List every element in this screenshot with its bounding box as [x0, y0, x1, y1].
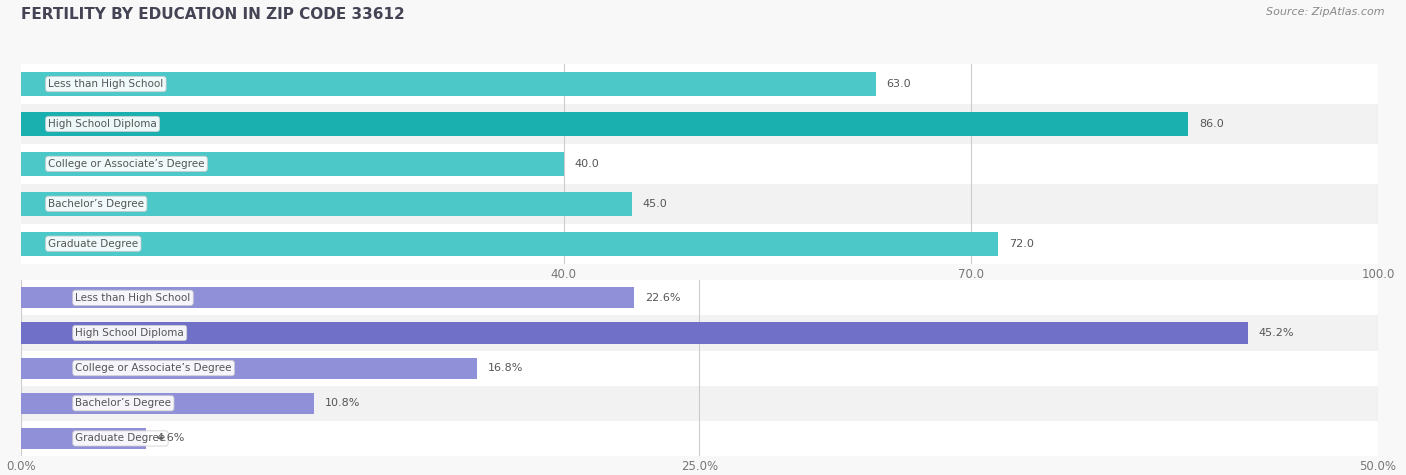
Bar — [21, 184, 1378, 224]
Text: Graduate Degree: Graduate Degree — [76, 433, 166, 444]
Text: College or Associate’s Degree: College or Associate’s Degree — [48, 159, 205, 169]
Bar — [21, 224, 1378, 264]
Text: 4.6%: 4.6% — [157, 433, 186, 444]
Bar — [21, 112, 1188, 136]
Bar — [21, 287, 634, 308]
Text: 22.6%: 22.6% — [645, 293, 681, 303]
Text: 63.0: 63.0 — [887, 79, 911, 89]
Text: High School Diploma: High School Diploma — [76, 328, 184, 338]
Bar — [21, 72, 876, 96]
Text: 10.8%: 10.8% — [325, 398, 360, 408]
Bar — [21, 280, 1378, 315]
Text: Bachelor’s Degree: Bachelor’s Degree — [76, 398, 172, 408]
Text: Source: ZipAtlas.com: Source: ZipAtlas.com — [1267, 7, 1385, 17]
Text: Less than High School: Less than High School — [48, 79, 163, 89]
Bar — [21, 64, 1378, 104]
Text: 86.0: 86.0 — [1199, 119, 1223, 129]
Bar — [21, 144, 1378, 184]
Text: Graduate Degree: Graduate Degree — [48, 238, 138, 249]
Bar — [21, 421, 1378, 456]
Bar — [21, 192, 631, 216]
Bar — [21, 351, 1378, 386]
Text: 16.8%: 16.8% — [488, 363, 523, 373]
Bar — [21, 232, 998, 256]
Text: 72.0: 72.0 — [1010, 238, 1033, 249]
Text: 45.2%: 45.2% — [1258, 328, 1294, 338]
Text: FERTILITY BY EDUCATION IN ZIP CODE 33612: FERTILITY BY EDUCATION IN ZIP CODE 33612 — [21, 7, 405, 22]
Bar — [21, 358, 477, 379]
Text: College or Associate’s Degree: College or Associate’s Degree — [76, 363, 232, 373]
Text: High School Diploma: High School Diploma — [48, 119, 157, 129]
Bar — [21, 315, 1378, 351]
Text: Bachelor’s Degree: Bachelor’s Degree — [48, 199, 145, 209]
Bar — [21, 323, 1247, 343]
Bar — [21, 386, 1378, 421]
Bar — [21, 152, 564, 176]
Bar — [21, 393, 314, 414]
Text: Less than High School: Less than High School — [76, 293, 191, 303]
Bar — [21, 428, 146, 449]
Bar — [21, 104, 1378, 144]
Text: 40.0: 40.0 — [575, 159, 599, 169]
Text: 45.0: 45.0 — [643, 199, 668, 209]
